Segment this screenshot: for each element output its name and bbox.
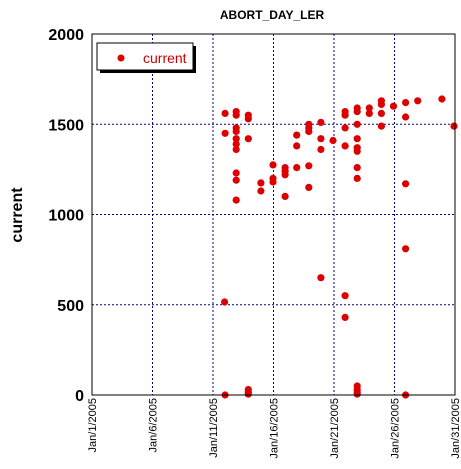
data-point [377,100,385,108]
data-point [329,136,337,145]
data-point [232,169,240,177]
data-point [402,180,410,188]
data-point [244,115,252,123]
data-point [305,162,313,170]
x-tick-labels: Jan/1/2005 Jan/6/2005 Jan/11/2005 Jan/16/20… [87,398,461,459]
data-point [232,140,240,148]
data-point [317,145,325,154]
data-point [365,109,373,117]
data-point [341,313,349,321]
data-point [414,97,422,105]
data-point [353,390,361,398]
data-point [450,122,458,130]
data-point [317,118,325,126]
data-point [341,111,349,119]
data-point [221,129,229,137]
data-point [305,127,313,136]
plot-frame [91,33,456,396]
data-point [232,176,240,184]
data-point [221,298,229,306]
data-point [293,164,301,172]
data-point [281,192,289,200]
data-point [257,179,265,187]
y-tick-label: 1500 [48,117,84,134]
data-point [341,124,349,132]
y-tick-label: 500 [57,298,84,315]
data-point [257,187,265,195]
scatter-points [221,95,458,399]
y-tick-label: 1000 [48,208,84,225]
x-tick-label: Jan/11/2005 [208,398,220,458]
data-point [244,135,252,143]
data-point [353,174,361,182]
legend-box [96,42,194,71]
data-point [269,178,277,186]
x-tick-label: Jan/16/2005 [269,398,281,459]
legend: current [96,42,196,73]
data-point [232,111,240,119]
data-point [232,127,240,136]
data-point [353,108,361,116]
data-point [438,95,446,103]
data-point [244,390,252,398]
data-point [377,109,385,117]
data-point [402,245,410,253]
y-tick-labels: 0 500 1000 1500 2000 [48,27,84,405]
data-point [317,274,325,282]
data-point [365,104,373,112]
y-tick-label: 2000 [48,27,84,44]
data-point [389,102,398,110]
data-point [341,292,349,300]
data-point [232,145,240,154]
x-tick-label: Jan/21/2005 [329,398,341,459]
y-tick-label: 0 [75,388,84,405]
data-point [221,109,229,117]
data-point [232,196,240,204]
data-point [269,161,277,169]
x-tick-label: Jan/1/2005 [87,398,99,452]
x-tick-label: Jan/6/2005 [148,398,160,452]
legend-label: current [143,50,187,66]
data-point [317,135,325,143]
data-point [293,131,301,139]
data-point [353,164,361,172]
data-point [353,147,361,155]
x-tick-label: Jan/31/2005 [450,398,461,459]
data-point [353,120,361,128]
legend-marker [117,54,125,62]
data-point [341,142,349,150]
data-point [402,99,410,107]
x-tick-label: Jan/26/2005 [390,398,402,459]
data-point [377,122,385,130]
chart-title: ABORT_DAY_LER [220,8,325,22]
data-point [305,183,313,191]
gridlines [92,34,455,395]
data-point [281,171,289,179]
data-point [232,135,240,143]
y-axis-label: current [9,187,26,243]
data-point [402,113,410,121]
data-point [293,142,301,150]
data-point [353,135,361,143]
